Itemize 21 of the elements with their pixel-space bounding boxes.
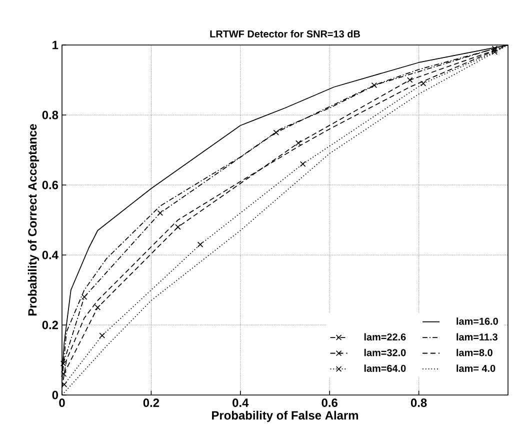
y-tick-label: 0.8 <box>42 110 58 120</box>
x-tick-label: 0.2 <box>143 398 160 407</box>
x-axis-title: Probability of False Alarm <box>212 410 358 422</box>
y-axis-title: Probability of Correct Acceptance <box>28 124 40 316</box>
x-tick-label: 0.8 <box>410 398 427 407</box>
x-tick-label: 0 <box>59 398 65 407</box>
legend-label: lam=11.3 <box>456 333 498 341</box>
x-tick-label: 0.6 <box>322 398 338 407</box>
y-tick-label: 0.2 <box>42 320 58 330</box>
y-tick-label: 0.6 <box>42 180 58 190</box>
legend-label: lam=32.0 <box>364 348 406 356</box>
y-tick-label: 1 <box>52 40 58 50</box>
legend-label: lam=8.0 <box>456 348 492 356</box>
y-tick-label: 0.4 <box>42 250 58 260</box>
chart-title: LRTWF Detector for SNR=13 dB <box>210 30 360 38</box>
y-tick-label: 0 <box>52 390 58 400</box>
legend-label: lam=64.0 <box>364 364 406 372</box>
x-tick-label: 0.4 <box>232 398 249 407</box>
legend-label: lam=22.6 <box>364 333 406 341</box>
legend-label: lam= 4.0 <box>456 364 496 372</box>
legend-label: lam=16.0 <box>456 318 498 325</box>
